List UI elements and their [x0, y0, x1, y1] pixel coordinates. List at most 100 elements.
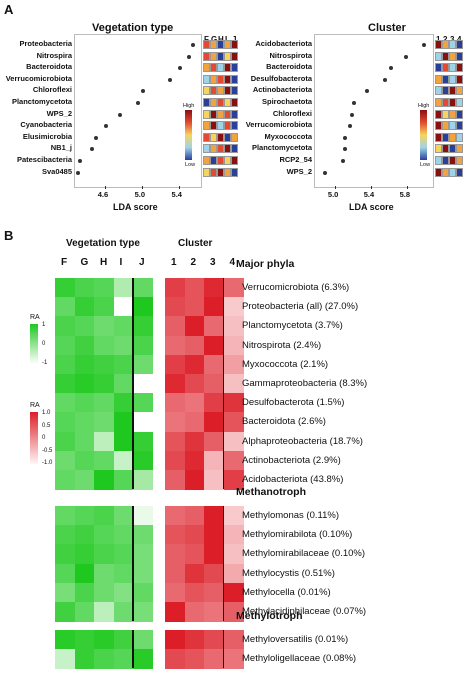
lda-legend-low-1: Low: [420, 162, 431, 168]
heatmap-cluster-cell: [223, 297, 244, 317]
heatmap-cluster-cell: [184, 649, 205, 669]
heatmap-cluster-cell: [223, 431, 244, 452]
heatmap-row-label: Methylomirabilota (0.10%): [242, 529, 353, 541]
heatmap-veg-cell: [74, 563, 95, 584]
red-legend-tick: 1.0: [42, 410, 51, 416]
lda-mini-heatmap-cell: [217, 98, 224, 107]
lda-mini-heatmap-cell: [231, 132, 238, 142]
heatmap-cluster-cell: [184, 563, 205, 584]
lda-point: [403, 54, 408, 59]
heatmap-col-H: H: [100, 257, 108, 268]
heatmap-veg-cell: [74, 544, 95, 565]
lda-mini-heatmap-cell: [224, 109, 231, 119]
lda-point: [348, 124, 353, 129]
heatmap-veg-cell: [94, 354, 114, 375]
lda-mini-heatmap-row: [203, 132, 238, 142]
heatmap-veg-cell: [113, 470, 134, 490]
lda-taxon-label: Planctomycetota: [251, 143, 312, 153]
lda-mini-heatmap-cell: [456, 51, 463, 61]
heatmap-separator-line: [222, 506, 224, 622]
heatmap-cluster-cell: [204, 630, 224, 650]
heatmap-veg-cell: [55, 470, 75, 490]
lda-taxon-label: Cyanobacteria: [20, 120, 72, 130]
lda-mini-heatmap-cell: [210, 63, 217, 73]
lda-mini-heatmap-cell: [210, 132, 217, 142]
heatmap-row-label: Bacteroidota (2.6%): [242, 416, 326, 428]
lda-mini-heatmap-cell: [224, 98, 231, 107]
heatmap-veg-cell: [55, 602, 75, 622]
heatmap-veg-cell: [133, 354, 153, 375]
heatmap-cluster-cell: [165, 393, 185, 413]
heatmap-veg-cell: [113, 431, 134, 452]
lda-mini-heatmap-row: [435, 132, 463, 142]
lda-mini-heatmap-cell: [224, 156, 231, 165]
lda-taxon-label: Verrucomicrobiota: [245, 120, 312, 130]
lda-mini-heatmap-row: [203, 40, 238, 49]
heatmap-cluster-cell: [204, 412, 224, 433]
heatmap-cluster-cell: [165, 582, 185, 603]
heatmap-veg-cell: [74, 470, 95, 490]
heatmap-veg-cell: [133, 630, 153, 650]
heatmap-veg-cell: [133, 506, 153, 526]
heatmap-veg-cell: [113, 630, 134, 650]
green-legend-tick: 1: [42, 322, 46, 328]
lda-mini-heatmap-row: [203, 74, 238, 84]
heatmap-veg-cell: [113, 582, 134, 603]
heatmap-veg-cell: [113, 316, 134, 337]
lda-mini-heatmap-cell: [449, 121, 456, 131]
lda-taxon-label: Verrucomicrobiota: [5, 73, 72, 83]
lda-mini-heatmap-row: [203, 86, 238, 96]
heatmap-cluster-cell: [223, 649, 244, 669]
heatmap-veg-cell: [113, 563, 134, 584]
lda-taxon-label: Actinobacteriota: [252, 85, 312, 95]
heatmap-separator-line: [222, 278, 224, 490]
heatmap-cluster-cell: [165, 431, 185, 452]
lda-mini-heatmap-row: [435, 167, 463, 177]
lda-mini-heatmap-cell: [217, 144, 224, 154]
heatmap-col-4: 4: [229, 257, 236, 268]
heatmap-cluster-cell: [165, 649, 185, 669]
lda-mini-heatmap-cell: [435, 156, 442, 165]
heatmap-col-G: G: [80, 257, 89, 268]
heatmap-row-label: Desulfobacterota (1.5%): [242, 397, 345, 409]
lda-col-1-2: 2: [443, 35, 447, 44]
lda-mini-heatmap-cell: [210, 121, 217, 131]
heatmap-veg-cell: [94, 525, 114, 545]
heatmap-veg-cell: [55, 297, 75, 317]
lda-mini-heatmap-cell: [224, 132, 231, 142]
heatmap-veg-cell: [133, 316, 153, 337]
red-legend-tick: -0.5: [42, 447, 53, 454]
lda-mini-heatmap-cell: [435, 63, 442, 73]
lda-point: [389, 66, 394, 71]
lda-mini-heatmap-cell: [210, 86, 217, 96]
heatmap-row-label: Proteobacteria (all) (27.0%): [242, 301, 359, 313]
heatmap-row-label: Methyloversatilis (0.01%): [242, 634, 349, 645]
heatmap-veg-cell: [94, 297, 114, 317]
lda-mini-heatmap-cell: [435, 121, 442, 131]
heatmap-cluster-cell: [165, 525, 185, 545]
lda-mini-heatmap-cell: [217, 40, 224, 49]
lda-mini-heatmap-cell: [231, 144, 238, 154]
heatmap-veg-cell: [55, 506, 75, 526]
lda-mini-heatmap-row: [203, 51, 238, 61]
heatmap-veg-cell: [133, 297, 153, 317]
heatmap-veg-cell: [113, 354, 134, 375]
lda-x-tickmark: [178, 186, 180, 189]
red-legend-tick: 0.5: [42, 422, 51, 429]
lda-taxon-label: Nitrospira: [36, 50, 72, 60]
heatmap-veg-cell: [94, 470, 114, 490]
lda-point: [186, 54, 191, 59]
lda-x-tick-label: 5.0: [327, 190, 339, 199]
heatmap-veg-cell: [55, 393, 75, 413]
lda-mini-heatmap-cell: [203, 40, 210, 49]
heatmap-col-F: F: [61, 257, 68, 268]
panel-a-letter: A: [4, 2, 14, 17]
heatmap-veg-cell: [55, 630, 75, 650]
heatmap-veg-cell: [94, 563, 114, 584]
heatmap-cluster-cell: [223, 602, 244, 622]
heatmap-left-title: Vegetation type: [66, 238, 140, 249]
lda-mini-heatmap-cell: [442, 167, 449, 177]
lda-mini-heatmap-cell: [210, 156, 217, 165]
lda-mini-heatmap-cell: [231, 63, 238, 73]
heatmap-veg-cell: [94, 335, 114, 356]
